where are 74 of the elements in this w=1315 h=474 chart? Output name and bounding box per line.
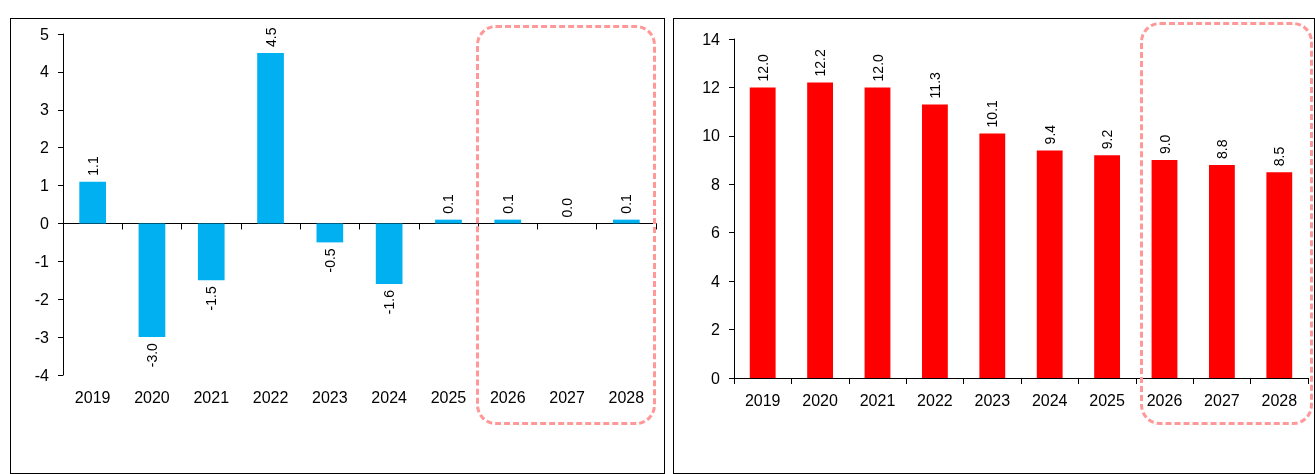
x-tick-label: 2023 [974, 391, 1011, 409]
bar [1208, 164, 1235, 378]
y-tick-label: -1 [34, 252, 50, 270]
data-label: 9.0 [1156, 134, 1173, 155]
y-tick-label: -2 [34, 290, 50, 308]
data-label: 12.0 [869, 53, 886, 82]
x-tick-label: 2019 [744, 391, 781, 409]
data-label: 8.8 [1213, 139, 1230, 159]
x-tick-label: 2022 [917, 391, 953, 409]
bar [1151, 160, 1178, 378]
data-label: 8.5 [1271, 146, 1288, 167]
data-label: -1.6 [381, 289, 398, 315]
x-tick-label: 2019 [74, 388, 111, 406]
x-tick-label: 2028 [1261, 391, 1298, 409]
data-label: 11.3 [926, 71, 943, 99]
bar [257, 52, 284, 224]
bar [749, 87, 776, 378]
x-tick-label: 2025 [1089, 391, 1125, 409]
y-tick-label: 5 [40, 25, 50, 43]
x-tick-label: 2020 [802, 391, 838, 409]
data-label: 0.1 [618, 193, 635, 214]
y-tick-label: 1 [40, 177, 50, 195]
y-tick-label: 12 [702, 78, 721, 96]
y-tick-label: 3 [40, 101, 50, 119]
data-label: 0.1 [499, 193, 516, 214]
y-tick-label: 2 [40, 139, 50, 157]
data-label: 0.1 [440, 193, 457, 214]
data-label: 12.2 [812, 49, 829, 77]
y-tick-label: 8 [711, 175, 721, 193]
data-label: 9.2 [1099, 129, 1116, 150]
y-tick-label: -3 [34, 328, 50, 346]
data-label: 9.4 [1041, 124, 1058, 145]
y-tick-label: 10 [702, 127, 721, 145]
data-label: 12.0 [754, 53, 771, 82]
data-label: 10.1 [984, 99, 1001, 128]
x-tick-label: 2028 [608, 388, 645, 406]
data-label: -3.0 [143, 342, 160, 368]
x-tick-label: 2020 [134, 388, 170, 406]
x-tick-label: 2024 [1031, 391, 1068, 409]
x-tick-label: 2026 [489, 388, 526, 406]
bar [1266, 172, 1293, 378]
x-tick-label: 2021 [193, 388, 230, 406]
data-label: -0.5 [321, 248, 338, 273]
x-tick-label: 2023 [312, 388, 348, 406]
y-tick-label: 2 [711, 321, 721, 339]
y-tick-label: 0 [40, 214, 50, 232]
bar [864, 87, 891, 378]
bar [807, 82, 834, 378]
bar [197, 223, 225, 281]
x-tick-label: 2027 [549, 388, 585, 406]
y-tick-label: 14 [702, 30, 721, 48]
x-tick-label: 2026 [1146, 391, 1183, 409]
bar [375, 223, 403, 285]
x-tick-label: 2022 [252, 388, 289, 406]
y-tick-label: 6 [711, 224, 721, 242]
y-tick-label: 4 [711, 272, 721, 290]
data-label: 1.1 [84, 156, 101, 176]
data-label: 4.5 [262, 27, 279, 47]
y-tick-label: 0 [711, 369, 721, 387]
bar [979, 133, 1006, 378]
x-tick-label: 2024 [371, 388, 408, 406]
bar [1094, 155, 1121, 378]
x-tick-label: 2025 [430, 388, 467, 406]
data-label: 0.0 [559, 197, 576, 218]
bar [921, 104, 948, 378]
x-tick-label: 2021 [859, 391, 896, 409]
x-tick-label: 2027 [1204, 391, 1240, 409]
y-tick-label: -4 [34, 366, 50, 384]
data-label: -1.5 [203, 286, 220, 311]
bar [1036, 150, 1063, 378]
y-tick-label: 4 [40, 63, 50, 81]
bar [316, 223, 344, 243]
bar [138, 223, 166, 338]
bar [79, 181, 106, 224]
